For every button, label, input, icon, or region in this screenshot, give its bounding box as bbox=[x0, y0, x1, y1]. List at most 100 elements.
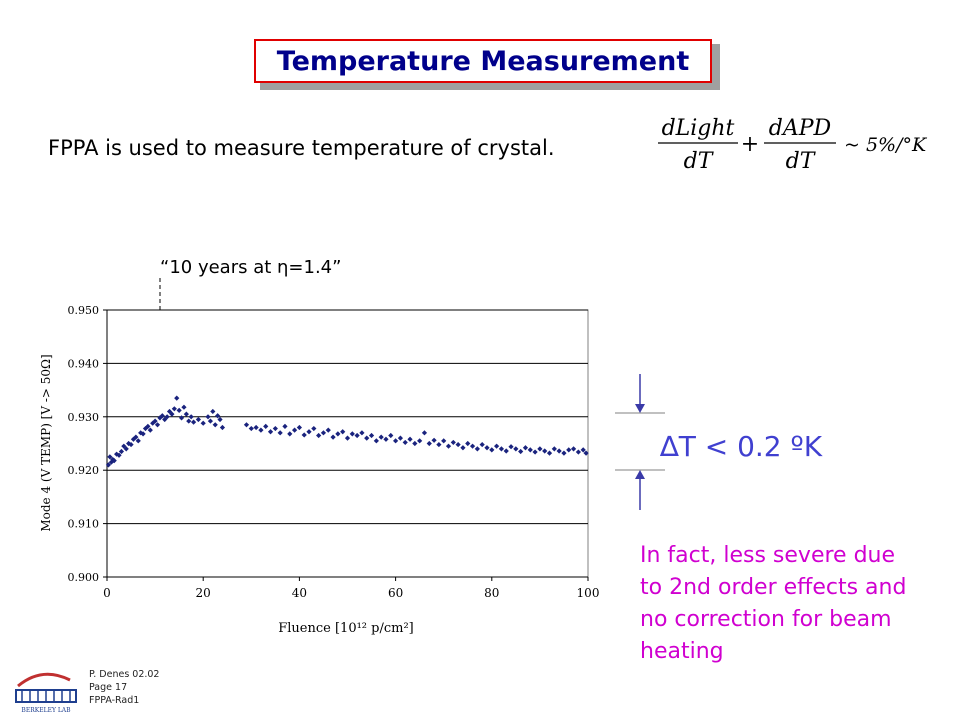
data-point bbox=[311, 425, 317, 432]
data-point bbox=[145, 423, 151, 430]
data-point bbox=[373, 438, 379, 444]
data-point bbox=[205, 414, 211, 420]
data-point bbox=[561, 450, 567, 456]
data-point bbox=[316, 432, 322, 439]
y-tick-label: 0.900 bbox=[68, 571, 100, 584]
note-line: heating bbox=[640, 639, 724, 664]
y-tick-label: 0.920 bbox=[68, 464, 100, 477]
data-point bbox=[465, 440, 471, 447]
intro-text: FPPA is used to measure temperature of c… bbox=[48, 136, 555, 160]
y-tick-label: 0.940 bbox=[68, 357, 100, 370]
data-point bbox=[164, 414, 170, 420]
data-point bbox=[277, 430, 283, 436]
data-point bbox=[118, 448, 125, 455]
data-point bbox=[248, 425, 254, 432]
data-point bbox=[123, 446, 129, 452]
data-point bbox=[445, 443, 452, 449]
data-point bbox=[354, 432, 360, 439]
data-point bbox=[263, 423, 269, 430]
data-point bbox=[171, 406, 177, 412]
data-point bbox=[484, 445, 490, 451]
data-point bbox=[133, 434, 139, 440]
note-line: to 2nd order effects and bbox=[640, 575, 907, 600]
data-point bbox=[159, 413, 165, 419]
data-point bbox=[583, 450, 589, 456]
formula-term2-denominator: dT bbox=[786, 149, 817, 174]
annotation-label: “10 years at η=1.4” bbox=[160, 257, 342, 278]
data-point bbox=[513, 446, 519, 452]
data-point bbox=[335, 431, 341, 437]
footer: P. Denes 02.02 Page 17 FPPA-Rad1 bbox=[89, 668, 159, 707]
data-point bbox=[570, 446, 577, 452]
data-point bbox=[450, 439, 456, 446]
formula-rhs: ~ 5%/°K bbox=[844, 134, 928, 156]
data-point bbox=[330, 434, 336, 440]
data-point bbox=[282, 423, 288, 430]
y-tick-label: 0.930 bbox=[68, 411, 100, 424]
data-point bbox=[546, 450, 553, 456]
data-point bbox=[527, 447, 533, 453]
data-point bbox=[195, 416, 201, 423]
data-point bbox=[460, 445, 466, 451]
data-point bbox=[421, 430, 428, 436]
data-point bbox=[378, 434, 384, 440]
data-point bbox=[344, 435, 351, 441]
formula-term1-denominator: dT bbox=[684, 149, 715, 174]
data-point bbox=[174, 395, 180, 401]
data-point bbox=[212, 422, 218, 428]
data-point bbox=[176, 407, 182, 413]
data-point bbox=[542, 448, 548, 454]
note-line: no correction for beam bbox=[640, 607, 892, 632]
data-points bbox=[105, 395, 589, 468]
formula-plus: + bbox=[741, 132, 759, 157]
data-point bbox=[349, 431, 355, 437]
data-point bbox=[340, 429, 346, 435]
data-point bbox=[441, 438, 447, 444]
gridlines bbox=[107, 309, 588, 525]
x-tick-label: 40 bbox=[292, 586, 307, 600]
data-point bbox=[455, 441, 461, 448]
data-point bbox=[152, 418, 158, 424]
data-point bbox=[320, 430, 327, 436]
data-point bbox=[186, 418, 192, 424]
data-point bbox=[157, 415, 163, 421]
data-point bbox=[306, 429, 312, 435]
data-point bbox=[217, 416, 223, 423]
x-tick-label: 0 bbox=[103, 586, 111, 600]
data-point bbox=[142, 425, 149, 432]
data-point bbox=[296, 424, 302, 431]
data-point bbox=[479, 441, 485, 448]
note-text: In fact, less severe due to 2nd order ef… bbox=[640, 540, 940, 668]
data-point bbox=[207, 418, 214, 424]
x-tick-group: 0 20 40 60 80 100 bbox=[103, 577, 599, 600]
data-point bbox=[166, 408, 173, 415]
note-line: In fact, less severe due bbox=[640, 543, 896, 568]
data-point bbox=[162, 416, 168, 423]
data-point bbox=[556, 448, 562, 454]
data-point bbox=[267, 429, 274, 435]
data-point bbox=[359, 430, 365, 436]
data-point bbox=[436, 441, 442, 448]
data-point bbox=[580, 447, 586, 453]
title-box: Temperature Measurement bbox=[254, 39, 712, 83]
data-point bbox=[200, 420, 206, 426]
formula-term2-numerator: dAPD bbox=[769, 116, 832, 141]
data-point bbox=[426, 440, 432, 447]
y-axis-label: Mode 4 (V TEMP) [V -> 50Ω] bbox=[39, 354, 53, 531]
data-point bbox=[368, 432, 375, 439]
footer-doc: FPPA-Rad1 bbox=[89, 695, 140, 706]
data-point bbox=[325, 427, 331, 433]
data-point bbox=[537, 446, 543, 452]
data-point bbox=[210, 408, 216, 415]
data-point bbox=[105, 462, 112, 468]
data-point bbox=[147, 427, 153, 433]
y-tick-label: 0.910 bbox=[68, 518, 100, 531]
data-point bbox=[522, 445, 529, 451]
data-point bbox=[181, 404, 187, 410]
data-point bbox=[393, 438, 399, 444]
data-point bbox=[532, 449, 538, 455]
data-point bbox=[215, 413, 221, 419]
data-point bbox=[111, 457, 117, 464]
footer-author: P. Denes 02.02 bbox=[89, 669, 160, 680]
